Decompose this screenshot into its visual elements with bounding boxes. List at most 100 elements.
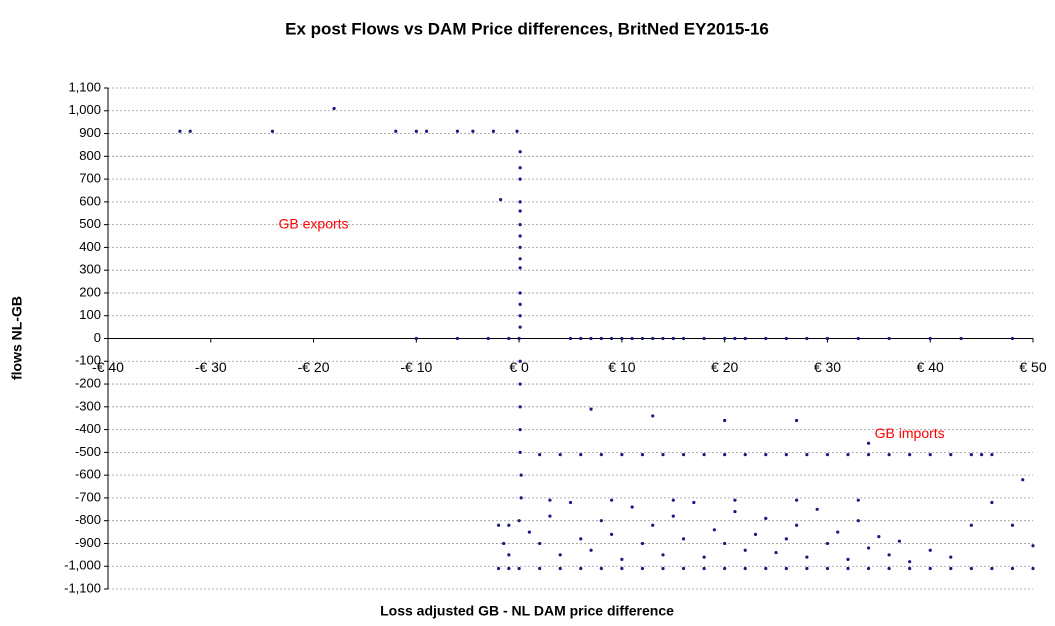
- point: [558, 453, 562, 457]
- point: [519, 496, 523, 500]
- point: [589, 336, 593, 341]
- point: [969, 566, 973, 571]
- point: [610, 532, 614, 536]
- point: [519, 473, 523, 477]
- y-tick-label: -100: [75, 353, 101, 368]
- x-tick-label: € 50: [1019, 359, 1046, 375]
- point: [1010, 523, 1015, 527]
- point: [515, 129, 519, 133]
- point: [599, 453, 603, 457]
- point: [969, 453, 973, 457]
- point: [518, 257, 522, 261]
- point: [558, 566, 562, 571]
- annotation: GB exports: [279, 215, 349, 231]
- point: [990, 500, 994, 505]
- point: [949, 555, 953, 559]
- point: [764, 336, 768, 341]
- point: [1010, 336, 1015, 341]
- point: [681, 537, 686, 541]
- point: [518, 405, 522, 409]
- point: [518, 150, 522, 154]
- point: [507, 553, 511, 557]
- point: [455, 336, 460, 341]
- point: [949, 566, 953, 571]
- point: [764, 453, 768, 457]
- point: [538, 566, 542, 571]
- point: [928, 548, 932, 552]
- point: [990, 453, 994, 457]
- point: [681, 336, 686, 341]
- point: [517, 519, 521, 523]
- point: [414, 336, 418, 341]
- point: [332, 106, 336, 111]
- point: [723, 336, 727, 341]
- point: [518, 450, 522, 454]
- point: [733, 336, 737, 341]
- point: [507, 523, 511, 527]
- y-tick-label: -1,000: [64, 558, 101, 573]
- point: [518, 166, 522, 170]
- point: [568, 336, 573, 341]
- y-tick-label: -1,100: [64, 580, 101, 595]
- point: [620, 336, 624, 341]
- annotation: GB imports: [875, 425, 945, 441]
- point: [743, 566, 747, 571]
- point: [599, 336, 603, 341]
- point: [723, 541, 727, 546]
- point: [630, 336, 634, 341]
- point: [425, 129, 429, 133]
- y-tick-label: 200: [79, 284, 101, 299]
- point: [908, 560, 912, 564]
- point: [579, 336, 583, 341]
- y-tick-label: -800: [75, 512, 101, 527]
- point: [640, 336, 645, 341]
- point: [518, 291, 522, 295]
- y-tick-label: 1,000: [68, 102, 101, 117]
- point: [548, 498, 552, 502]
- point: [774, 550, 778, 555]
- point: [661, 453, 665, 457]
- point: [723, 566, 727, 571]
- point: [620, 557, 624, 561]
- point: [502, 541, 506, 546]
- point: [455, 129, 460, 133]
- point: [486, 336, 490, 341]
- point: [507, 336, 511, 341]
- point: [784, 453, 788, 457]
- point: [579, 537, 583, 541]
- point: [671, 514, 675, 518]
- point: [836, 530, 840, 534]
- point: [518, 245, 522, 250]
- point: [743, 548, 747, 552]
- point: [805, 566, 809, 571]
- point: [518, 382, 522, 386]
- y-tick-label: 500: [79, 216, 101, 231]
- point: [651, 523, 655, 527]
- point: [610, 336, 614, 341]
- point: [630, 505, 634, 509]
- point: [928, 566, 932, 571]
- x-tick-label: € 0: [509, 359, 529, 375]
- point: [517, 566, 521, 571]
- y-tick-label: 400: [79, 239, 101, 254]
- point: [518, 209, 522, 213]
- point: [856, 336, 860, 341]
- point: [681, 453, 686, 457]
- point: [496, 566, 501, 571]
- point: [795, 523, 799, 527]
- point: [887, 566, 891, 571]
- point: [517, 336, 521, 341]
- point: [507, 566, 511, 571]
- point: [928, 453, 932, 457]
- point: [270, 129, 275, 133]
- point: [599, 566, 603, 571]
- point: [496, 523, 501, 527]
- point: [178, 129, 182, 133]
- y-tick-label: 600: [79, 193, 101, 208]
- point: [887, 336, 891, 341]
- y-tick-label: -400: [75, 421, 101, 436]
- x-tick-label: -€ 30: [195, 359, 227, 375]
- point: [518, 177, 522, 181]
- y-tick-label: -700: [75, 489, 101, 504]
